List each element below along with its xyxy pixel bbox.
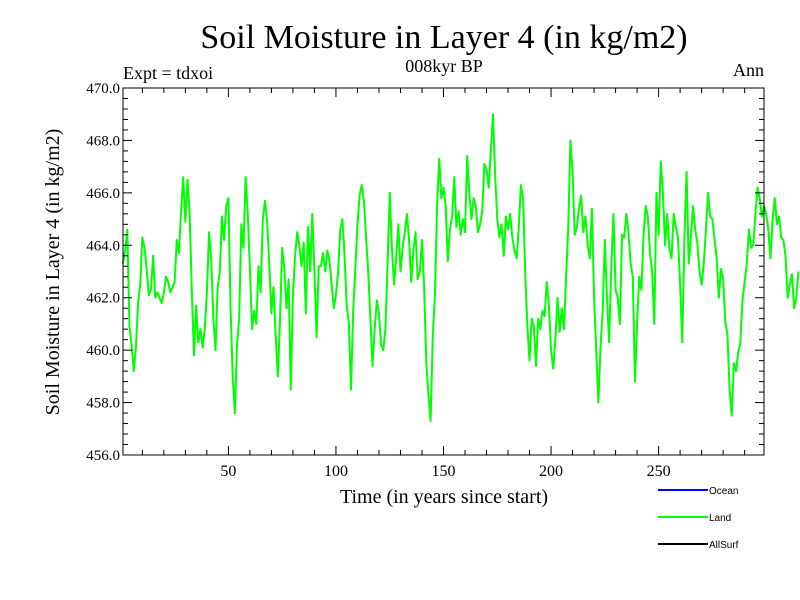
x-tick-label: 200 — [539, 463, 563, 480]
y-tick-label: 456.0 — [86, 448, 120, 464]
y-tick-label: 468.0 — [86, 133, 120, 149]
x-tick-label: 100 — [324, 463, 348, 480]
legend-label-allsurf: AllSurf — [709, 540, 739, 551]
chart-subtitle: 008kyr BP — [405, 56, 483, 76]
y-tick-label: 460.0 — [86, 343, 120, 359]
y-axis-label: Soil Moisture in Layer 4 (in kg/m2) — [42, 129, 64, 416]
x-tick-label: 250 — [647, 463, 671, 480]
season-label: Ann — [733, 60, 764, 80]
y-tick-label: 466.0 — [86, 186, 120, 202]
x-tick-label: 150 — [432, 463, 456, 480]
chart-title: Soil Moisture in Layer 4 (in kg/m2) — [200, 19, 687, 56]
legend-label-land: Land — [709, 513, 731, 524]
ticks-layer: 50 100 150 200 250 456.0 458.0 460.0 462.0 464.0 4… — [86, 81, 764, 480]
experiment-label: Expt = tdxoi — [123, 63, 213, 83]
x-tick-label: 50 — [220, 463, 236, 480]
legend-label-ocean: Ocean — [709, 486, 738, 497]
y-tick-label: 458.0 — [86, 396, 120, 412]
series-line-land — [122, 113, 800, 422]
legend: Ocean Land AllSurf — [658, 486, 739, 551]
y-tick-label: 464.0 — [86, 238, 120, 254]
series-layer — [122, 113, 800, 422]
x-axis-label: Time (in years since start) — [340, 486, 548, 508]
y-tick-label: 470.0 — [86, 81, 120, 97]
y-tick-label: 462.0 — [86, 291, 120, 307]
plot-frame — [122, 87, 765, 456]
